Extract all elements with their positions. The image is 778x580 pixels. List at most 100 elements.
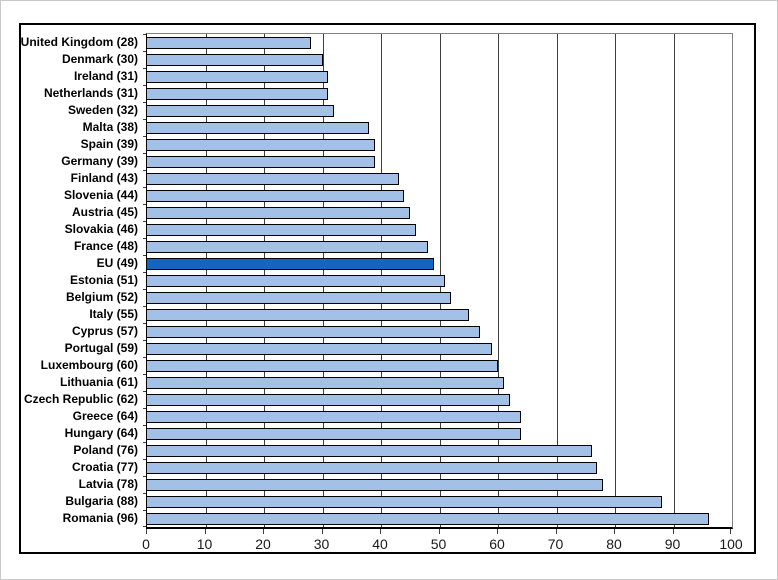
bar-row xyxy=(147,85,732,102)
category-label: Bulgaria (88) xyxy=(65,493,138,508)
x-axis-tick xyxy=(204,529,206,534)
bar-row xyxy=(147,323,732,340)
bar-row xyxy=(147,374,732,391)
category-label: Latvia (78) xyxy=(78,476,138,491)
x-axis-tick xyxy=(321,529,323,534)
bar xyxy=(147,87,329,100)
category-tick xyxy=(143,153,146,154)
category-label: Finland (43) xyxy=(70,170,138,185)
category-label: Sweden (32) xyxy=(67,102,138,117)
bar-row xyxy=(147,136,732,153)
bar xyxy=(147,223,417,236)
category-tick xyxy=(143,51,146,52)
x-axis-tick-label: 40 xyxy=(372,536,388,552)
x-axis-ticks xyxy=(146,529,731,535)
category-tick xyxy=(143,136,146,137)
category-label: Greece (64) xyxy=(72,408,138,423)
bar-row xyxy=(147,357,732,374)
bar-row xyxy=(147,391,732,408)
bar-row xyxy=(147,289,732,306)
category-label: Ireland (31) xyxy=(73,68,138,83)
bar xyxy=(147,308,469,321)
category-tick xyxy=(143,459,146,460)
bar xyxy=(147,512,709,525)
category-tick xyxy=(143,221,146,222)
category-label: Slovenia (44) xyxy=(63,187,138,202)
bar-row xyxy=(147,493,732,510)
bar-row xyxy=(147,68,732,85)
category-label: Denmark (30) xyxy=(61,51,138,66)
category-tick xyxy=(143,68,146,69)
bar-row xyxy=(147,204,732,221)
category-tick xyxy=(143,476,146,477)
category-tick xyxy=(143,391,146,392)
x-axis-tick-label: 100 xyxy=(719,536,743,552)
category-label: EU (49) xyxy=(96,255,138,270)
bar-row xyxy=(147,272,732,289)
category-tick xyxy=(143,238,146,239)
bar xyxy=(147,444,592,457)
bar-row xyxy=(147,187,732,204)
category-label: Italy (55) xyxy=(89,306,138,321)
bar xyxy=(147,240,428,253)
gridline xyxy=(556,34,558,527)
category-tick xyxy=(143,306,146,307)
category-tick xyxy=(143,340,146,341)
bar-row xyxy=(147,170,732,187)
bar-row xyxy=(147,102,732,119)
bar-row xyxy=(147,221,732,238)
bar xyxy=(147,206,411,219)
category-label: United Kingdom (28) xyxy=(20,34,138,49)
plot-area xyxy=(143,33,733,529)
bar-row xyxy=(147,255,732,272)
category-label: Netherlands (31) xyxy=(43,85,138,100)
x-axis-tick xyxy=(672,529,674,534)
bar xyxy=(147,461,598,474)
category-tick xyxy=(143,510,146,511)
category-label: France (48) xyxy=(73,238,138,253)
x-axis-tick xyxy=(497,529,498,534)
bar xyxy=(147,36,311,49)
category-labels: United Kingdom (28) Denmark (30) Ireland (… xyxy=(21,33,142,526)
bar xyxy=(147,53,323,66)
bars xyxy=(147,34,732,527)
bar-row xyxy=(147,476,732,493)
bar-row xyxy=(147,459,732,476)
category-tick xyxy=(143,373,146,375)
x-axis-tick-labels: 0 10 20 30 40 50 60 70 80 90 100 xyxy=(142,536,743,554)
category-tick xyxy=(143,170,146,171)
category-tick xyxy=(143,288,146,290)
x-axis-tick-label: 0 xyxy=(142,536,150,552)
bar-chart: United Kingdom (28) Denmark (30) Ireland (… xyxy=(19,23,756,554)
bar xyxy=(147,410,522,423)
x-axis-tick-label: 10 xyxy=(196,536,213,552)
category-tick xyxy=(143,272,146,273)
x-axis-tick xyxy=(146,529,147,534)
bar-row xyxy=(147,306,732,323)
category-label: Czech Republic (62) xyxy=(23,391,138,406)
category-label: Lithuania (61) xyxy=(59,374,138,389)
category-tick xyxy=(143,442,146,443)
bar-row xyxy=(147,153,732,170)
category-label: Estonia (51) xyxy=(69,272,138,287)
x-axis-tick-label: 80 xyxy=(606,536,622,552)
category-label: Romania (96) xyxy=(62,510,138,525)
category-tick xyxy=(143,255,146,256)
category-label: Portugal (59) xyxy=(64,340,138,355)
bar xyxy=(147,291,452,304)
category-tick xyxy=(143,526,146,527)
gridline xyxy=(615,34,616,527)
bar xyxy=(147,376,504,389)
x-axis-tick xyxy=(614,529,615,534)
x-axis-tick xyxy=(380,529,381,534)
category-tick xyxy=(143,85,146,86)
bar xyxy=(147,274,446,287)
x-axis-tick-label: 20 xyxy=(255,536,271,552)
bar xyxy=(147,104,335,117)
x-axis-tick xyxy=(263,529,264,534)
bar xyxy=(147,478,604,491)
x-axis-tick-label: 90 xyxy=(664,536,681,552)
x-axis-tick-label: 50 xyxy=(430,536,447,552)
category-label: Spain (39) xyxy=(80,136,138,151)
category-label: Croatia (77) xyxy=(71,459,138,474)
